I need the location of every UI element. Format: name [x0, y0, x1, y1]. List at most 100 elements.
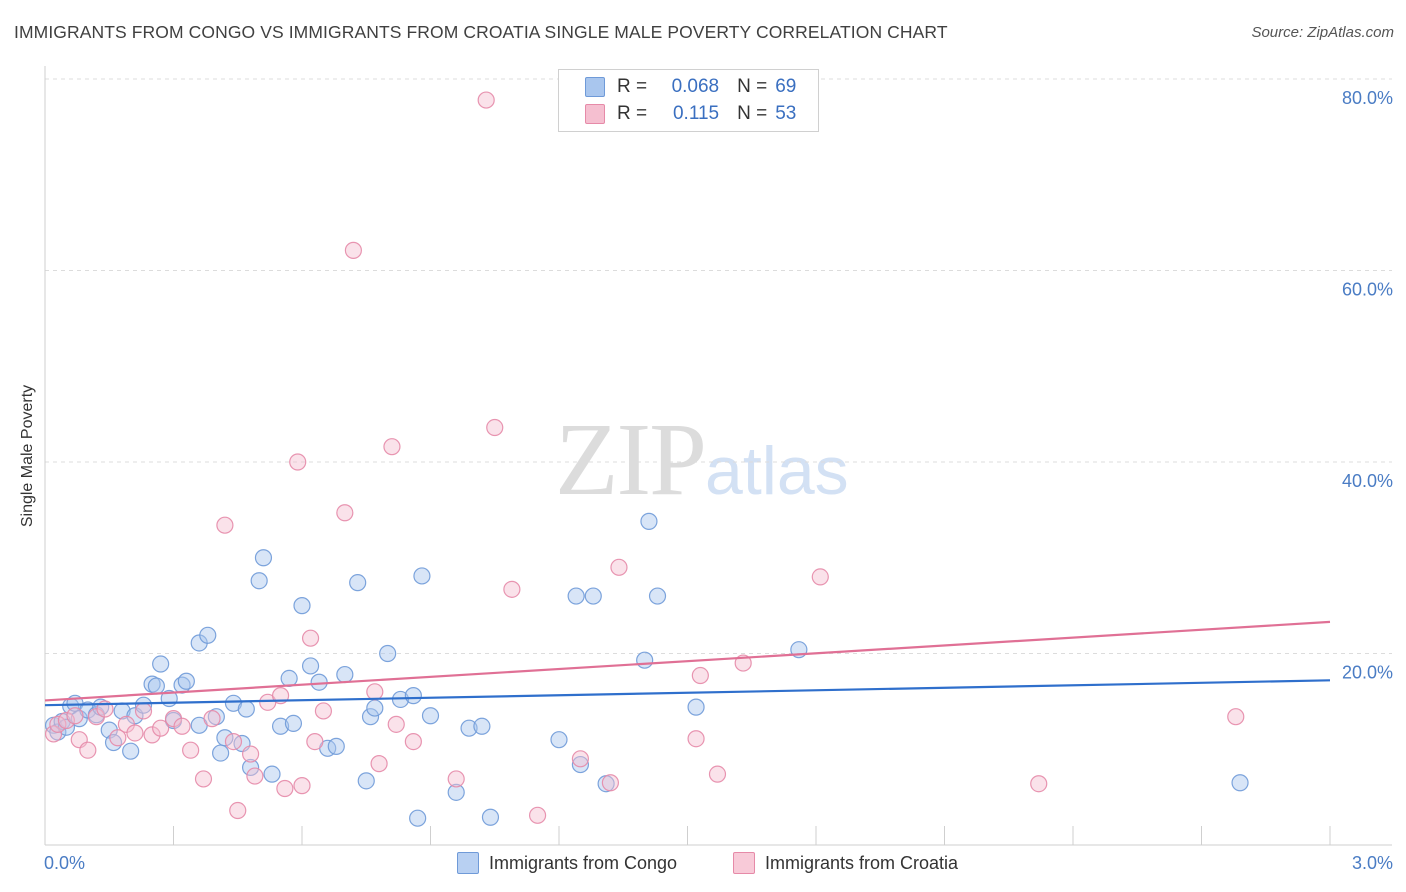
congo-point — [361, 708, 380, 726]
croatia-point — [173, 717, 191, 735]
croatia-point — [811, 568, 829, 586]
legend-swatch-congo — [585, 77, 605, 97]
legend-label-croatia: Immigrants from Croatia — [765, 852, 959, 873]
congo-point — [379, 644, 397, 663]
croatia-point — [57, 711, 76, 730]
croatia-point — [246, 767, 264, 785]
congo-point — [648, 587, 667, 605]
congo-point — [447, 783, 465, 801]
croatia-point — [503, 580, 521, 598]
chart-source: Source: ZipAtlas.com — [1251, 24, 1394, 41]
congo-point — [271, 717, 290, 735]
croatia-point — [383, 438, 401, 456]
congo-point — [212, 744, 230, 762]
legend-r-label: R = — [617, 76, 648, 97]
congo-point — [134, 696, 153, 714]
croatia-point — [486, 418, 504, 437]
congo-point — [413, 567, 431, 585]
croatia-point — [126, 724, 144, 742]
croatia-point — [49, 715, 67, 733]
legend-n-value: 69 — [775, 76, 797, 97]
legend-r-value: 0.115 — [672, 103, 720, 124]
croatia-point — [571, 750, 590, 768]
congo-trend-line — [44, 679, 1331, 707]
croatia-point — [293, 777, 311, 795]
legend-label-congo: Immigrants from Congo — [489, 852, 678, 873]
croatia-point — [447, 770, 465, 788]
watermark-atlas: atlas — [705, 433, 849, 509]
croatia-point — [1030, 775, 1048, 793]
croatia-point — [194, 770, 213, 788]
congo-point — [152, 655, 170, 673]
legend-item-croatia[interactable]: Immigrants from Croatia — [733, 852, 958, 874]
croatia-point — [387, 715, 405, 733]
congo-point — [199, 626, 217, 644]
congo-point — [237, 700, 255, 718]
legend-swatch-congo — [457, 852, 479, 874]
congo-point — [636, 651, 654, 669]
croatia-point — [1227, 708, 1245, 726]
legend-r-label: R = — [617, 103, 648, 124]
croatia-point — [276, 779, 294, 798]
croatia-point — [344, 241, 362, 259]
croatia-point — [143, 726, 161, 744]
croatia-point — [152, 719, 170, 737]
congo-point — [421, 707, 440, 725]
croatia-point — [404, 732, 422, 751]
croatia-point — [366, 683, 384, 701]
x-tick-label: 0.0% — [44, 853, 85, 873]
y-tick-label: 40.0% — [1342, 471, 1393, 491]
croatia-point — [306, 732, 324, 751]
legend-n-value: 53 — [775, 103, 797, 124]
congo-point — [571, 755, 590, 774]
y-tick-label: 20.0% — [1342, 663, 1393, 683]
congo-point — [336, 665, 354, 684]
legend-swatch-croatia — [585, 104, 605, 124]
series-legend: Immigrants from Congo Immigrants from Cr… — [0, 852, 1406, 878]
croatia-trend-line — [44, 620, 1331, 702]
croatia-point — [708, 765, 727, 783]
legend-item-congo[interactable]: Immigrants from Congo — [457, 852, 677, 874]
croatia-point — [601, 774, 620, 792]
congo-point — [481, 808, 500, 826]
croatia-point — [687, 730, 705, 748]
congo-point — [147, 677, 165, 695]
chart-title: IMMIGRANTS FROM CONGO VS IMMIGRANTS FROM… — [14, 22, 948, 42]
congo-point — [409, 809, 427, 827]
legend-r-value: 0.068 — [671, 76, 720, 97]
croatia-point — [44, 725, 63, 743]
congo-point — [284, 714, 303, 732]
axes — [44, 66, 1392, 846]
congo-point — [1231, 774, 1249, 792]
congo-point — [254, 549, 273, 567]
legend-n-label: N = — [737, 103, 768, 124]
croatia-point — [229, 801, 247, 820]
congo-point — [216, 729, 234, 747]
congo-point — [280, 669, 298, 687]
croatia-point — [336, 504, 354, 522]
croatia-point — [370, 755, 388, 773]
congo-point — [366, 699, 384, 717]
croatia-point — [66, 707, 84, 725]
congo-point — [263, 765, 281, 783]
croatia-point — [224, 732, 243, 751]
congo-point — [301, 657, 320, 675]
croatia-point — [610, 558, 628, 576]
croatia-point — [79, 741, 97, 759]
congo-point — [122, 742, 140, 760]
watermark-zip: ZIP — [555, 402, 707, 517]
y-tick-label: 80.0% — [1342, 88, 1393, 108]
croatia-point — [203, 710, 221, 728]
gridlines — [45, 78, 1392, 654]
congo-point — [687, 698, 705, 716]
congo-point — [250, 572, 268, 590]
croatia-point — [216, 516, 234, 534]
croatia-point — [242, 745, 260, 763]
stats-legend: R = 0.068 N = 69 R = 0.115 N = 53 — [558, 69, 819, 132]
tick-labels: 20.0% 40.0% 60.0% 80.0% 0.0% 3.0% — [44, 88, 1393, 873]
x-tick-label: 3.0% — [1352, 853, 1393, 873]
congo-point — [473, 717, 491, 735]
congo-point — [567, 587, 585, 605]
legend-row-croatia: R = 0.115 N = 53 — [585, 102, 796, 126]
